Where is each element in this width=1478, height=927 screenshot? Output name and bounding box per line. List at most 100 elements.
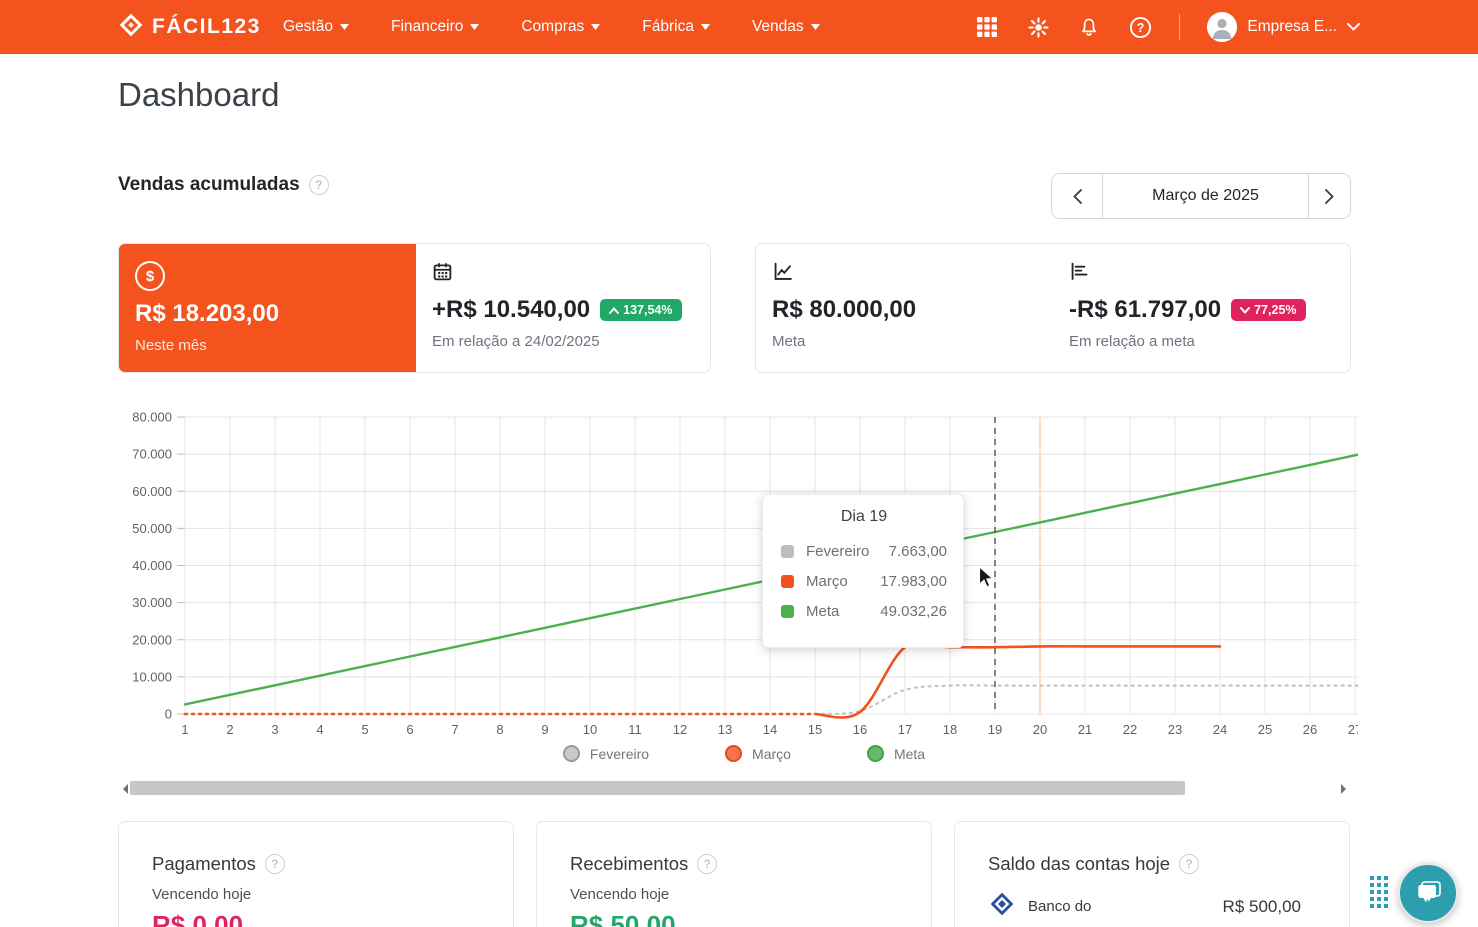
goal-card: R$ 80.000,00 Meta -R$ 61.797,00 77,25% E… — [755, 243, 1351, 373]
series-swatch — [781, 604, 794, 618]
scroll-right-arrow[interactable] — [1341, 784, 1351, 794]
bottom-cards: Pagamentos ? Vencendo hoje R$ 0,00 Receb… — [118, 821, 1350, 927]
svg-text:22: 22 — [1123, 722, 1137, 737]
settings-gear-icon[interactable] — [1026, 15, 1050, 39]
series-swatch — [781, 574, 794, 588]
legend-marco[interactable]: Março — [725, 745, 791, 762]
svg-text:19: 19 — [988, 722, 1002, 737]
tooltip-row: Fevereiro 7.663,00 — [781, 536, 947, 566]
caret-down-icon — [470, 24, 480, 30]
avatar — [1207, 12, 1238, 42]
sales-card: $ R$ 18.203,00 Neste mês +R$ 10.540,00 1… — [118, 243, 711, 373]
chart-hscrollbar — [118, 781, 1351, 797]
menu-fabrica[interactable]: Fábrica — [621, 0, 731, 54]
main-menu: Gestão Financeiro Compras Fábrica Vendas — [262, 0, 841, 54]
notifications-bell-icon[interactable] — [1077, 15, 1101, 39]
caret-down-icon — [810, 24, 820, 30]
svg-text:50.000: 50.000 — [132, 521, 172, 536]
top-navbar: FÁCIL123 Gestão Financeiro Compras Fábri… — [0, 0, 1478, 54]
recebimentos-subtitle: Vencendo hoje — [570, 886, 670, 903]
goal-label: Meta — [772, 333, 806, 350]
svg-text:27: 27 — [1348, 722, 1358, 737]
saldo-title: Saldo das contas hoje — [988, 853, 1171, 874]
svg-text:30.000: 30.000 — [132, 595, 172, 610]
recebimentos-title: Recebimentos — [570, 853, 689, 874]
svg-text:26: 26 — [1303, 722, 1317, 737]
comparison-value: +R$ 10.540,00 — [432, 296, 591, 323]
svg-text:10.000: 10.000 — [132, 669, 172, 684]
prev-month-button[interactable] — [1052, 174, 1102, 218]
caret-down-icon — [700, 24, 710, 30]
menu-gestao[interactable]: Gestão — [262, 0, 370, 54]
next-month-button[interactable] — [1309, 174, 1350, 218]
month-selector: Março de 2025 — [1051, 173, 1351, 219]
menu-compras[interactable]: Compras — [500, 0, 621, 54]
svg-text:80.000: 80.000 — [132, 410, 172, 425]
series-swatch — [781, 544, 794, 558]
summary-cards: $ R$ 18.203,00 Neste mês +R$ 10.540,00 1… — [118, 243, 1351, 373]
pagamentos-subtitle: Vencendo hoje — [152, 886, 252, 903]
bars-icon — [1069, 262, 1091, 286]
svg-text:24: 24 — [1213, 722, 1227, 737]
svg-text:18: 18 — [943, 722, 957, 737]
brand-logo[interactable]: FÁCIL123 — [118, 0, 261, 54]
tooltip-row: Meta 49.032,26 — [781, 596, 947, 626]
menu-vendas[interactable]: Vendas — [731, 0, 841, 54]
svg-text:2: 2 — [226, 722, 233, 737]
legend-fevereiro[interactable]: Fevereiro — [562, 745, 649, 762]
scrollbar-thumb[interactable] — [130, 781, 1185, 795]
line-chart-icon — [772, 262, 794, 286]
account-menu[interactable]: Empresa E... — [1207, 12, 1360, 42]
svg-text:11: 11 — [628, 722, 642, 737]
svg-text:3: 3 — [271, 722, 278, 737]
calendar-icon — [432, 263, 453, 286]
to-goal-cell: -R$ 61.797,00 77,25% Em relação a meta — [1053, 244, 1350, 372]
legend-meta[interactable]: Meta — [866, 745, 925, 762]
caret-down-icon — [339, 24, 349, 30]
chart-legend: Fevereiro Março Meta — [130, 745, 1358, 762]
account-name: Empresa E... — [1247, 18, 1337, 35]
svg-text:?: ? — [1137, 20, 1145, 34]
sales-chart[interactable]: 0 10.000 20.000 30.000 40.000 50.000 60.000 70.… — [130, 403, 1362, 755]
svg-text:15: 15 — [808, 722, 822, 737]
menu-financeiro[interactable]: Financeiro — [370, 0, 500, 54]
apps-grid-icon[interactable] — [975, 15, 999, 39]
legend-dot — [866, 745, 884, 762]
section-help-icon[interactable]: ? — [308, 175, 329, 195]
chart-canvas[interactable]: 0 10.000 20.000 30.000 40.000 50.000 60.000 70.… — [130, 403, 1362, 755]
brand-diamond-icon — [118, 12, 144, 43]
month-label: Março de 2025 — [1102, 174, 1309, 218]
svg-text:70.000: 70.000 — [132, 447, 172, 462]
pagamentos-help-icon[interactable]: ? — [264, 854, 285, 874]
scroll-left-arrow[interactable] — [118, 784, 128, 794]
svg-text:6: 6 — [406, 722, 413, 737]
chat-drag-handle-icon[interactable] — [1370, 876, 1390, 914]
tooltip-row: Março 17.983,00 — [781, 566, 947, 596]
goal-cell: R$ 80.000,00 Meta — [756, 244, 1053, 372]
goal-value: R$ 80.000,00 — [772, 296, 917, 323]
caret-down-icon — [591, 24, 601, 30]
help-icon[interactable]: ? — [1128, 15, 1152, 39]
svg-text:7: 7 — [451, 722, 458, 737]
svg-text:4: 4 — [316, 722, 323, 737]
svg-text:10: 10 — [583, 722, 597, 737]
svg-text:14: 14 — [763, 722, 777, 737]
comparison-badge: 137,54% — [600, 299, 682, 321]
nav-divider — [1179, 14, 1181, 40]
chat-widget-button[interactable] — [1398, 863, 1458, 923]
pagamentos-title: Pagamentos — [152, 853, 256, 874]
svg-text:20: 20 — [1033, 722, 1047, 737]
navbar-actions: ? Empresa E... — [975, 0, 1360, 54]
sales-current-label: Neste mês — [135, 337, 207, 354]
chevron-left-icon — [1072, 188, 1082, 204]
chat-bubble-icon — [1418, 881, 1441, 903]
to-goal-label: Em relação a meta — [1069, 333, 1195, 350]
svg-text:8: 8 — [496, 722, 503, 737]
svg-text:5: 5 — [361, 722, 368, 737]
sales-current-value: R$ 18.203,00 — [135, 300, 280, 327]
legend-dot — [562, 745, 580, 762]
legend-dot — [725, 745, 743, 762]
recebimentos-help-icon[interactable]: ? — [697, 854, 718, 874]
dollar-icon: $ — [135, 261, 165, 291]
saldo-help-icon[interactable]: ? — [1179, 854, 1200, 874]
